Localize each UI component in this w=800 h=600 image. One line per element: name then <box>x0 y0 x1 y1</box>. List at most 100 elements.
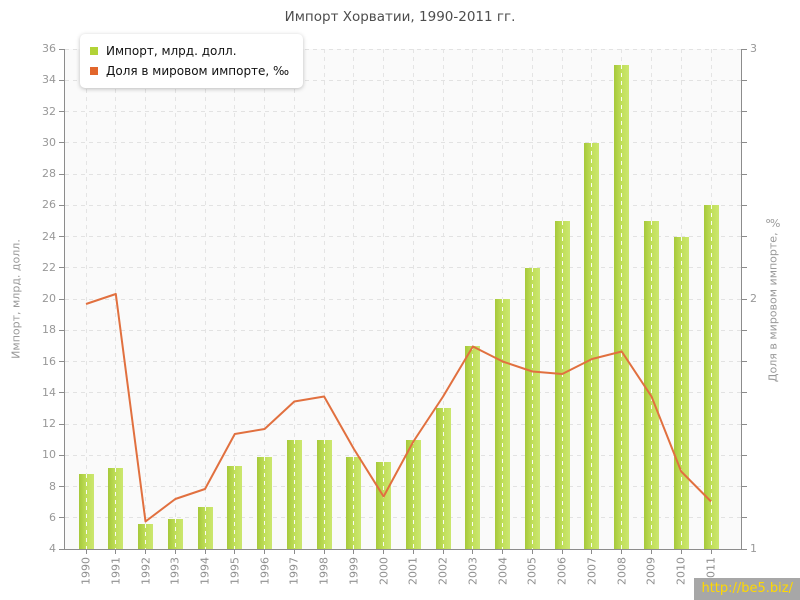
imports-series-swatch-icon <box>90 47 98 55</box>
v-gridline <box>383 49 385 549</box>
bar-2005[interactable] <box>524 267 540 549</box>
bar-gridline-overlay <box>204 506 206 549</box>
x-tick <box>621 550 623 554</box>
bar-gridline-overlay <box>234 466 236 549</box>
y-tick-right <box>742 48 747 50</box>
y-axis-label-left: 32 <box>42 104 56 118</box>
bar-2008[interactable] <box>614 64 630 549</box>
bar-2006[interactable] <box>554 220 570 549</box>
bar-2002[interactable] <box>435 408 451 549</box>
chart-title: Импорт Хорватии, 1990-2011 гг. <box>284 9 516 25</box>
x-tick <box>591 550 593 554</box>
y-axis-left <box>64 49 65 550</box>
y-tick-left <box>59 267 64 269</box>
y-axis-label-right: 1 <box>750 542 757 555</box>
y-axis-label-left: 24 <box>42 229 56 243</box>
x-tick <box>442 550 444 554</box>
y-tick-right <box>742 486 747 487</box>
x-tick <box>710 550 712 554</box>
x-axis <box>64 549 742 550</box>
v-gridline <box>412 49 414 549</box>
y-axis-label-left: 28 <box>42 167 56 180</box>
bar-1992[interactable] <box>138 524 154 549</box>
y-tick-left <box>59 361 64 362</box>
bar-2001[interactable] <box>405 439 421 549</box>
bar-2003[interactable] <box>465 345 481 549</box>
v-gridline <box>323 49 325 549</box>
y-axis-label-left: 34 <box>42 73 56 87</box>
bar-2007[interactable] <box>584 142 600 549</box>
v-gridline <box>353 49 355 549</box>
bar-gridline-overlay <box>650 220 652 549</box>
bar-gridline-overlay <box>264 456 266 549</box>
x-tick <box>204 550 206 554</box>
x-axis-label-1991: 1991 <box>109 557 123 585</box>
y-tick-right <box>742 329 747 331</box>
bar-2010[interactable] <box>673 236 689 549</box>
world-share-line[interactable] <box>85 293 712 523</box>
y-axis-label-left: 20 <box>42 292 56 305</box>
y-tick-right <box>742 517 747 519</box>
x-tick <box>323 550 325 554</box>
y-axis-label-left: 22 <box>42 260 56 274</box>
bar-1996[interactable] <box>257 456 273 549</box>
x-axis-label-2002: 2002 <box>436 557 450 585</box>
bar-2011[interactable] <box>703 205 719 549</box>
bar-1995[interactable] <box>227 466 243 549</box>
bar-1998[interactable] <box>316 439 332 549</box>
v-gridline <box>442 49 444 549</box>
v-gridline <box>174 49 176 549</box>
h-gridline <box>65 392 741 394</box>
bar-1990[interactable] <box>78 474 94 549</box>
y-tick-left <box>59 236 64 237</box>
bar-gridline-overlay <box>502 299 504 549</box>
x-tick <box>502 550 504 554</box>
x-tick <box>383 550 385 554</box>
h-gridline <box>65 329 741 331</box>
x-tick <box>85 550 87 554</box>
legend-item-imports[interactable]: Импорт, млрд. долл. <box>90 41 289 61</box>
bar-1994[interactable] <box>197 506 213 549</box>
x-axis-label-1999: 1999 <box>347 557 361 585</box>
x-axis-label-1996: 1996 <box>258 557 272 585</box>
x-tick <box>650 550 652 554</box>
bar-gridline-overlay <box>591 142 593 549</box>
y-axis-label-left: 6 <box>49 510 56 524</box>
x-axis-label-1994: 1994 <box>198 557 212 585</box>
x-axis-label-1992: 1992 <box>139 557 153 585</box>
bar-1991[interactable] <box>108 467 124 549</box>
h-gridline <box>65 423 741 425</box>
bar-gridline-overlay <box>472 345 474 549</box>
bar-2009[interactable] <box>643 220 659 549</box>
bar-gridline-overlay <box>621 64 623 549</box>
bar-gridline-overlay <box>383 461 385 549</box>
bar-1999[interactable] <box>346 456 362 549</box>
y-axis-label-left: 30 <box>42 135 56 149</box>
h-gridline <box>65 517 741 519</box>
bar-2004[interactable] <box>495 299 511 549</box>
y-tick-right <box>742 392 747 394</box>
x-axis-label-2005: 2005 <box>525 557 539 585</box>
x-tick <box>412 550 414 554</box>
x-tick <box>561 550 563 554</box>
y-axis-title-left: Импорт, млрд. долл. <box>9 239 23 359</box>
x-axis-label-2009: 2009 <box>644 557 658 585</box>
h-gridline <box>65 79 741 81</box>
h-gridline <box>65 454 741 456</box>
legend-item-world-share[interactable]: Доля в мировом импорте, ‰ <box>90 61 289 81</box>
watermark-link[interactable]: http://be5.biz/ <box>694 578 800 600</box>
bar-1997[interactable] <box>286 439 302 549</box>
bar-2000[interactable] <box>376 461 392 549</box>
x-tick <box>234 550 236 554</box>
y-axis-label-left: 26 <box>42 198 56 212</box>
y-tick-right <box>742 204 747 206</box>
x-axis-label-1995: 1995 <box>228 557 242 585</box>
h-gridline <box>65 267 741 269</box>
y-tick-right <box>742 111 747 112</box>
x-tick <box>680 550 682 554</box>
x-axis-label-2008: 2008 <box>615 557 629 585</box>
x-axis-label-2001: 2001 <box>406 557 420 585</box>
v-gridline <box>204 49 206 549</box>
y-tick-left <box>59 517 64 519</box>
bar-1993[interactable] <box>167 519 183 549</box>
